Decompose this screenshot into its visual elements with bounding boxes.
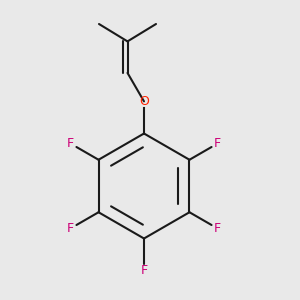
Text: F: F: [214, 222, 221, 235]
Text: F: F: [67, 137, 74, 150]
Text: F: F: [67, 222, 74, 235]
Text: F: F: [140, 264, 148, 277]
Text: O: O: [139, 95, 149, 108]
Text: F: F: [214, 137, 221, 150]
